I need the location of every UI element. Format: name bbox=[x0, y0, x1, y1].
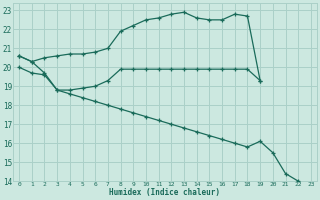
X-axis label: Humidex (Indice chaleur): Humidex (Indice chaleur) bbox=[109, 188, 220, 197]
